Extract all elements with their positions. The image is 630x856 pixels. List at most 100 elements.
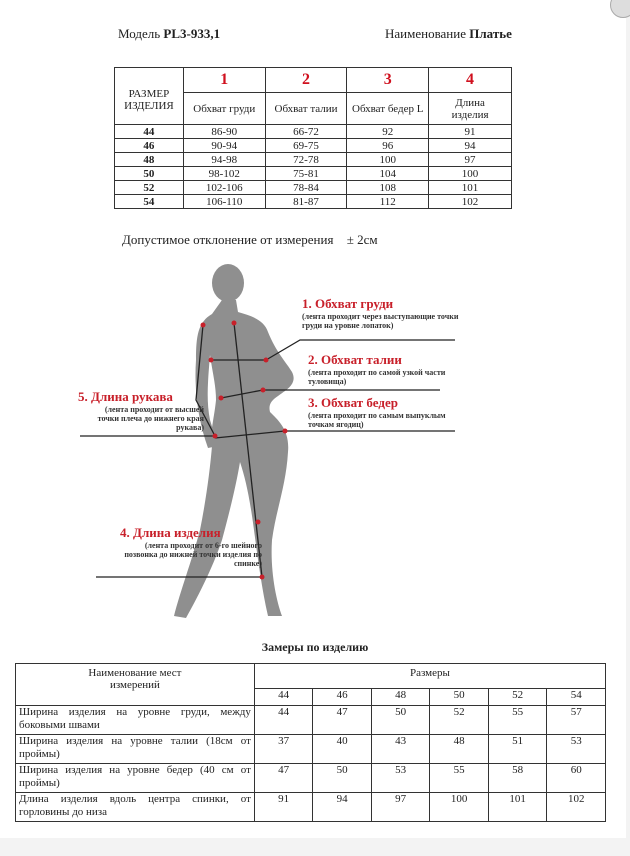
measure-cell: 100 [428,166,512,181]
measure-cell: 72-78 [264,152,348,167]
page-curl-icon [610,0,630,18]
measure-cell: 66-72 [264,124,348,139]
value-cell: 50 [370,705,431,735]
silhouette-head [212,264,244,302]
garment-table-title: Замеры по изделию [261,640,369,654]
measure-cell: 106-110 [182,194,266,209]
value-cell: 101 [487,792,548,822]
measure-cell: 69-75 [264,138,348,153]
measure-cell: 91 [428,124,512,139]
value-cell: 102 [546,792,606,822]
measurement-figure [80,264,455,618]
measure-cell: 102 [428,194,512,209]
value-cell: 52 [429,705,489,735]
label-sleeve: 5. Длина рукава (лента проходит от высше… [78,389,204,432]
size-header-cell: 52 [487,688,548,706]
name-label: Наименование [385,26,466,41]
label-title: 4. Длина изделия [120,525,221,540]
label-title: 5. Длина рукава [78,389,173,404]
size-cell: 54 [114,194,184,209]
label-waist: 2. Обхват талии (лента проходит по самой… [308,352,448,386]
col-label: Обхват груди [182,92,266,125]
value-cell: 53 [546,734,606,764]
measure-cell: 78-84 [264,180,348,195]
value-cell: 57 [546,705,606,735]
measure-cell: 75-81 [264,166,348,181]
name-header: Наименование Платье [385,26,512,42]
value-cell: 44 [253,705,314,735]
size-table: РАЗМЕР ИЗДЕЛИЯ 1 2 3 4 Обхват груди Обхв… [114,67,512,209]
col-num: 1 [182,67,266,93]
measure-cell: 98-102 [182,166,266,181]
value-cell: 100 [429,792,489,822]
size-header-cell: 44 [253,688,314,706]
measure-cell: 100 [346,152,430,167]
col-num: 4 [428,67,512,93]
label-note: (лента проходит от 6-го шейного позвонка… [124,541,262,568]
measure-cell: 112 [346,194,430,209]
label-title: 2. Обхват талии [308,352,402,367]
size-cell: 44 [114,124,184,139]
label-chest: 1. Обхват груди (лента проходит через вы… [302,296,467,330]
col-label: Обхват бедер L [346,92,430,125]
value-cell: 53 [370,763,431,793]
measure-cell: 94-98 [182,152,266,167]
col-num: 3 [346,67,430,93]
value-cell: 43 [370,734,431,764]
measure-cell: 86-90 [182,124,266,139]
size-row: 48 94-98 72-78 100 97 [114,152,512,167]
name-header: Наименование мест измерений [15,663,255,706]
measure-cell: 101 [428,180,512,195]
value-cell: 51 [487,734,548,764]
garment-row: Длина изделия вдоль центра спинки, от го… [15,792,606,822]
label-note: (лента проходит по самой узкой части тул… [308,368,446,386]
measure-cell: 92 [346,124,430,139]
name-value: Платье [469,26,512,41]
sizes-header: Размеры [253,663,607,689]
col-label: Длина изделия [428,92,512,125]
model-label: Модель [118,26,161,41]
value-cell: 50 [312,763,372,793]
measure-lines [80,322,455,578]
label-title: 3. Обхват бедер [308,395,398,410]
label-note: (лента проходит по самым выпуклым точкам… [308,411,446,429]
measure-cell: 104 [346,166,430,181]
value-cell: 97 [370,792,431,822]
measure-cell: 102-106 [182,180,266,195]
label-note: (лента проходит через выступающие точки … [302,312,459,330]
size-row: 50 98-102 75-81 104 100 [114,166,512,181]
label-hips: 3. Обхват бедер (лента проходит по самым… [308,395,468,429]
model-header: Модель PL3-933,1 [118,26,220,42]
col-label: Обхват талии [264,92,348,125]
garment-table: Наименование мест измерений Размеры 44 46… [15,663,607,822]
size-header-cell: 46 [312,688,372,706]
size-row: 52 102-106 78-84 108 101 [114,180,512,195]
measure-cell: 108 [346,180,430,195]
value-cell: 55 [429,763,489,793]
measure-cell: 94 [428,138,512,153]
label-note: (лента проходит от высшей точки плеча до… [97,405,204,432]
size-cell: 52 [114,180,184,195]
size-header-cell: 48 [370,688,431,706]
garment-row: Ширина изделия на уровне бедер (40 см от… [15,763,606,793]
measure-cell: 90-94 [182,138,266,153]
size-row: 46 90-94 69-75 96 94 [114,138,512,153]
value-cell: 37 [253,734,314,764]
measure-cell: 96 [346,138,430,153]
tolerance-note: Допустимое отклонение от измерения ± 2см [122,232,378,248]
row-label: Длина изделия вдоль центра спинки, от го… [15,792,255,822]
size-cell: 50 [114,166,184,181]
tolerance-value: ± 2см [346,232,378,247]
value-cell: 47 [312,705,372,735]
measure-points [200,320,288,580]
row-label: Ширина изделия на уровне талии (18см от … [15,734,255,764]
silhouette [174,264,294,618]
model-value: PL3-933,1 [163,26,221,41]
label-length: 4. Длина изделия (лента проходит от 6-го… [120,525,262,568]
col-num: 2 [264,67,348,93]
value-cell: 55 [487,705,548,735]
measure-cell: 97 [428,152,512,167]
size-header-cell: 50 [429,688,489,706]
garment-row: Ширина изделия на уровне груди, между бо… [15,705,606,735]
value-cell: 91 [253,792,314,822]
